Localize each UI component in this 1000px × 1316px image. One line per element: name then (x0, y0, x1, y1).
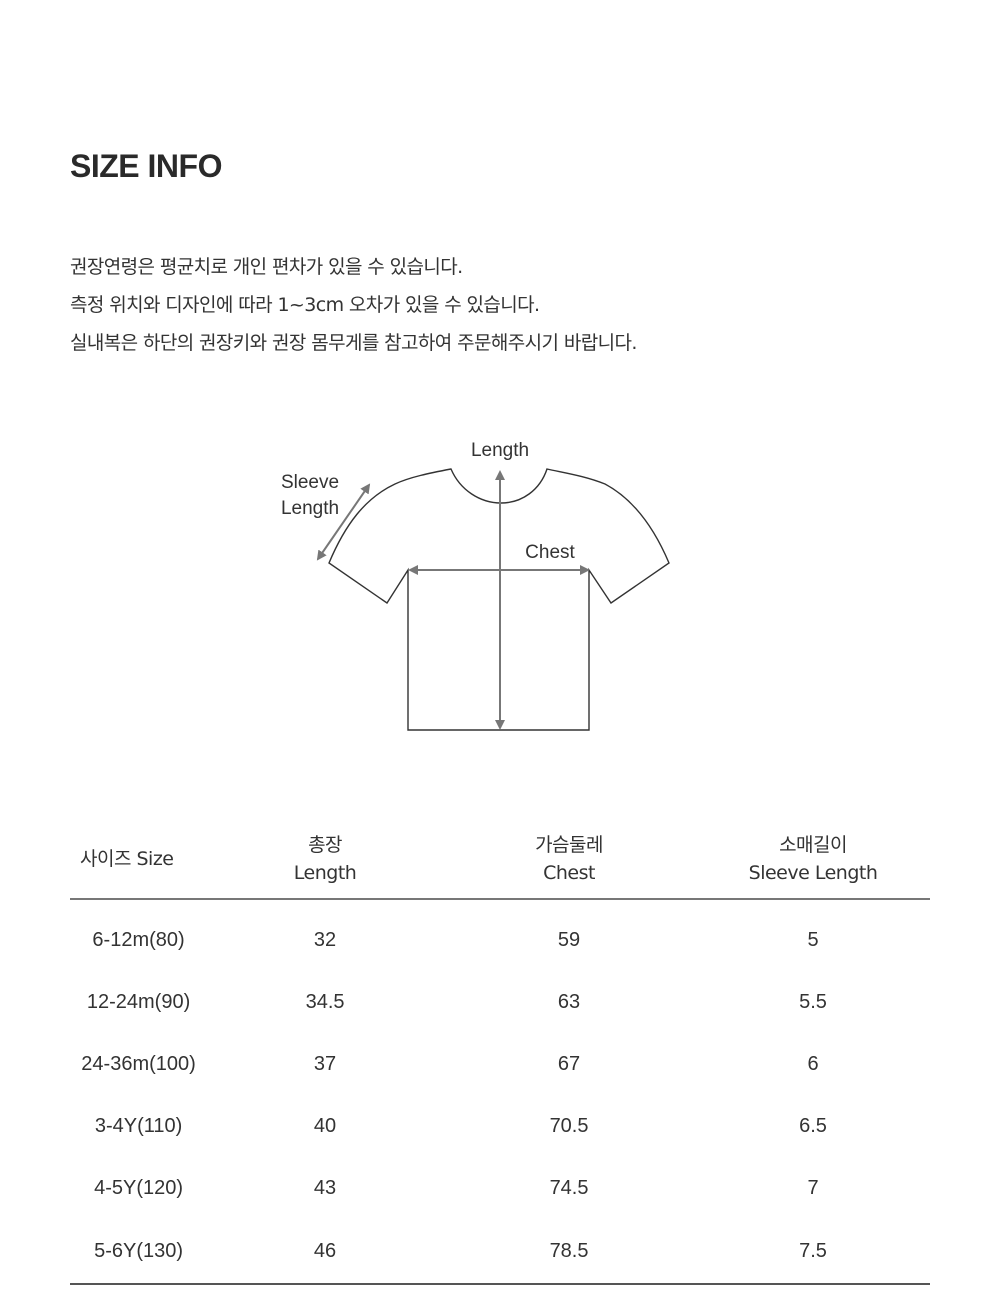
cell-length: 43 (313, 1176, 337, 1199)
cell-sleeve: 7.5 (696, 1219, 930, 1285)
header-en: Sleeve Length (748, 862, 878, 884)
chest-label: Chest (525, 542, 575, 563)
header-en: Chest (543, 862, 595, 884)
sleeve-label-line: Length (280, 498, 340, 519)
header-en: Length (293, 862, 357, 884)
header-sleeve: 소매길이 Sleeve Length (696, 820, 930, 900)
cell-length: 32 (313, 928, 337, 951)
table-row: 24-36m(100) 37 67 6 (70, 1033, 930, 1095)
cell-size: 3-4Y(110) (94, 1114, 183, 1137)
header-chest: 가슴둘레 Chest (442, 820, 697, 900)
cell-sleeve: 6 (807, 1052, 819, 1075)
cell-chest: 78.5 (442, 1219, 697, 1285)
size-table: 사이즈 Size 총장 Length 가슴둘레 Chest 소매길이 Sleeve L… (70, 820, 930, 1285)
cell-chest: 59 (557, 928, 581, 951)
cell-sleeve: 5.5 (799, 990, 827, 1013)
table-row: 4-5Y(120) 43 74.5 7 (70, 1157, 930, 1219)
cell-chest: 70.5 (549, 1114, 589, 1137)
sleeve-label: Sleeve Length (260, 470, 360, 522)
note-line: 실내복은 하단의 권장키와 권장 몸무게를 참고하여 주문해주시기 바랍니다. (70, 332, 637, 354)
table-header-row: 사이즈 Size 총장 Length 가슴둘레 Chest 소매길이 Sleeve L… (70, 820, 930, 900)
header-ko: 총장 (308, 834, 343, 856)
tshirt-diagram (316, 468, 670, 731)
sleeve-label-line: Sleeve (280, 472, 340, 493)
cell-size: 5-6Y(130) (70, 1219, 209, 1285)
cell-sleeve: 5 (807, 928, 819, 951)
page-title: SIZE INFO (70, 148, 222, 184)
sleeve-arrow (316, 483, 371, 561)
cell-length: 46 (208, 1219, 442, 1285)
cell-length: 40 (313, 1114, 337, 1137)
header-ko: 가슴둘레 (535, 834, 603, 856)
note-line: 측정 위치와 디자인에 따라 1~3cm 오차가 있을 수 있습니다. (70, 294, 540, 316)
cell-length: 34.5 (305, 990, 345, 1013)
cell-chest: 74.5 (549, 1176, 589, 1199)
note-line: 권장연령은 평균치로 개인 편차가 있을 수 있습니다. (70, 256, 463, 278)
table-row: 3-4Y(110) 40 70.5 6.5 (70, 1095, 930, 1157)
table-row: 5-6Y(130) 46 78.5 7.5 (70, 1219, 930, 1285)
cell-sleeve: 6.5 (799, 1114, 827, 1137)
size-notes: 권장연령은 평균치로 개인 편차가 있을 수 있습니다. 측정 위치와 디자인에… (70, 248, 637, 362)
cell-size: 24-36m(100) (81, 1052, 196, 1075)
cell-size: 4-5Y(120) (94, 1176, 184, 1199)
cell-sleeve: 7 (807, 1176, 819, 1199)
cell-chest: 67 (557, 1052, 581, 1075)
cell-length: 37 (313, 1052, 337, 1075)
cell-size: 12-24m(90) (86, 990, 191, 1013)
table-row: 12-24m(90) 34.5 63 5.5 (70, 971, 930, 1033)
header-length: 총장 Length (208, 820, 442, 900)
header-ko: 소매길이 (779, 834, 847, 856)
table-row: 6-12m(80) 32 59 5 (70, 899, 930, 971)
length-label: Length (470, 440, 530, 461)
cell-size: 6-12m(80) (92, 928, 185, 951)
header-size: 사이즈 Size (70, 820, 209, 900)
header-label: 사이즈 Size (80, 848, 174, 870)
cell-chest: 63 (557, 990, 581, 1013)
